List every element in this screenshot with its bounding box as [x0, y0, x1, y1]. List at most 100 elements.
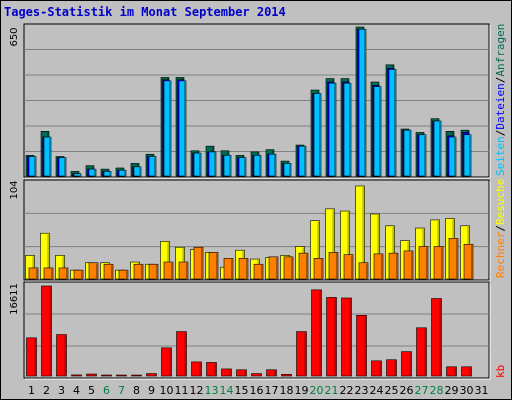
x-tick-label: 26: [400, 384, 414, 397]
bar-kb: [56, 334, 67, 377]
bar-rechner: [193, 246, 204, 280]
x-tick-label: 12: [190, 384, 204, 397]
bar-seiten: [223, 155, 232, 177]
bar-rechner: [178, 261, 189, 280]
bar-kb: [71, 374, 82, 377]
x-tick-label: 18: [280, 384, 294, 397]
mid-ymax-label: 104: [9, 180, 20, 199]
bar-kb: [116, 374, 127, 377]
x-tick-label: 9: [148, 384, 155, 397]
x-tick-label: 5: [88, 384, 95, 397]
bar-rechner: [208, 252, 219, 280]
x-tick-label: 4: [73, 384, 80, 397]
bar-seiten: [88, 168, 97, 177]
bar-kb: [266, 369, 277, 377]
bar-seiten: [43, 136, 52, 177]
bar-rechner: [118, 269, 129, 280]
bar-rechner: [28, 267, 39, 280]
bar-seiten: [163, 80, 172, 177]
bar-kb: [431, 298, 442, 377]
bar-kb: [146, 373, 157, 377]
x-tick-label: 6: [103, 384, 110, 397]
bar-seiten: [388, 69, 397, 177]
bar-rechner: [133, 263, 144, 280]
bar-kb: [206, 362, 217, 377]
bar-kb: [161, 347, 172, 377]
bot-ymax-label: 16611: [9, 283, 20, 315]
x-tick-label: 20: [310, 384, 324, 397]
bar-kb: [326, 297, 337, 377]
top-ymax-label: 650: [9, 27, 20, 46]
bar-seiten: [298, 145, 307, 177]
bar-rechner: [238, 258, 249, 280]
bar-rechner: [373, 253, 384, 280]
bar-rechner: [148, 263, 159, 280]
x-tick-label: 28: [430, 384, 444, 397]
bar-kb: [371, 360, 382, 377]
bar-kb: [386, 359, 397, 377]
bar-seiten: [238, 157, 247, 177]
legend-besuche: Besuche: [494, 179, 507, 225]
bar-kb: [296, 331, 307, 377]
bar-kb: [416, 327, 427, 377]
x-tick-label: 11: [175, 384, 189, 397]
bar-kb: [341, 297, 352, 377]
x-tick-label: 13: [205, 384, 219, 397]
top-legend: Seiten/Dateien/Anfragen: [494, 24, 507, 176]
x-tick-label: 8: [133, 384, 140, 397]
bar-seiten: [268, 153, 277, 177]
x-tick-label: 31: [475, 384, 489, 397]
bar-rechner: [298, 252, 309, 280]
legend-rechner: Rechner: [494, 231, 507, 278]
bar-seiten: [328, 82, 337, 177]
bar-kb: [236, 369, 247, 377]
bar-rechner: [73, 269, 84, 280]
bar-rechner: [163, 261, 174, 280]
x-tick-label: 24: [370, 384, 384, 397]
bar-seiten: [418, 134, 427, 177]
bar-kb: [461, 366, 472, 377]
x-tick-label: 7: [118, 384, 125, 397]
bar-kb: [176, 331, 187, 377]
bar-kb: [41, 285, 52, 377]
bar-seiten: [373, 86, 382, 177]
bar-kb: [356, 315, 367, 377]
x-tick-label: 3: [58, 384, 65, 397]
bar-seiten: [358, 28, 367, 177]
bar-seiten: [73, 173, 82, 177]
x-tick-label: 29: [445, 384, 459, 397]
bar-seiten: [103, 171, 112, 177]
x-tick-label: 2: [43, 384, 50, 397]
bar-kb: [281, 374, 292, 377]
bar-rechner: [268, 256, 279, 280]
x-tick-label: 22: [340, 384, 354, 397]
x-tick-label: 27: [415, 384, 429, 397]
bar-rechner: [403, 250, 414, 280]
bar-seiten: [178, 80, 187, 177]
bar-kb: [401, 351, 412, 377]
x-tick-label: 23: [355, 384, 369, 397]
bar-seiten: [448, 136, 457, 177]
bar-kb: [311, 289, 322, 377]
mid-legend: Rechner/Besuche: [494, 179, 507, 278]
legend-seiten: Seiten: [494, 136, 507, 176]
x-tick-label: 25: [385, 384, 399, 397]
bar-seiten: [118, 169, 127, 177]
bar-rechner: [418, 246, 429, 280]
legend-dateien: Dateien: [494, 83, 507, 129]
bar-rechner: [448, 238, 459, 280]
bar-kb: [251, 373, 262, 377]
bar-seiten: [58, 157, 67, 177]
bar-rechner: [43, 267, 54, 280]
bar-seiten: [253, 155, 262, 177]
bar-rechner: [88, 262, 99, 280]
x-tick-label: 16: [250, 384, 264, 397]
bar-rechner: [358, 262, 369, 280]
x-tick-label: 30: [460, 384, 474, 397]
chart-title: Tages-Statistik im Monat September 2014: [4, 5, 286, 19]
bar-seiten: [343, 82, 352, 177]
bar-seiten: [193, 152, 202, 177]
x-tick-label: 19: [295, 384, 309, 397]
bar-seiten: [148, 156, 157, 177]
legend-kb: kb: [494, 365, 507, 378]
